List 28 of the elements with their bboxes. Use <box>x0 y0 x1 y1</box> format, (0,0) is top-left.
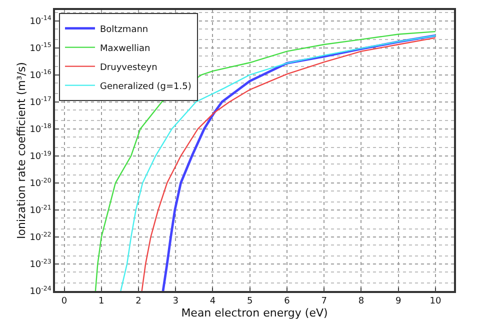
x-tick-label: 1 <box>98 296 104 307</box>
y-tick-label: 10$^{-14}$ <box>30 15 52 27</box>
x-tick-label: 5 <box>246 296 253 307</box>
y-tick-label: 10$^{-23}$ <box>30 258 52 270</box>
x-axis-title: Mean electron energy (eV) <box>181 306 328 320</box>
x-tick-label: 2 <box>136 296 142 307</box>
y-tick-label: 10$^{-18}$ <box>30 123 52 135</box>
y-tick-label: 10$^{-19}$ <box>30 150 52 162</box>
legend-label: Druyvesteyn <box>100 62 158 73</box>
y-tick-label: 10$^{-24}$ <box>30 285 52 298</box>
y-tick-label: 10$^{-17}$ <box>30 96 52 108</box>
legend-label: Maxwellian <box>100 44 150 54</box>
y-tick-label: 10$^{-20}$ <box>30 177 52 190</box>
y-axis-title: Ionization rate coefficient (m³/s) <box>14 62 28 239</box>
x-tick-label: 4 <box>210 296 216 307</box>
y-tick-label: 10$^{-21}$ <box>30 204 52 216</box>
legend-label: Generalized (g=1.5) <box>100 82 192 92</box>
x-tick-label: 9 <box>395 296 402 307</box>
legend-label: Boltzmann <box>100 24 148 35</box>
x-tick-label: 10 <box>430 296 442 307</box>
y-tick-label: 10$^{-15}$ <box>30 42 52 54</box>
x-tick-label: 7 <box>321 296 327 307</box>
x-tick-label: 6 <box>284 296 290 307</box>
x-tick-label: 3 <box>172 296 178 307</box>
y-tick-label: 10$^{-16}$ <box>30 69 52 81</box>
x-tick-label: 8 <box>358 296 364 307</box>
y-tick-label: 10$^{-22}$ <box>30 231 52 244</box>
x-tick-label: 0 <box>61 296 68 307</box>
